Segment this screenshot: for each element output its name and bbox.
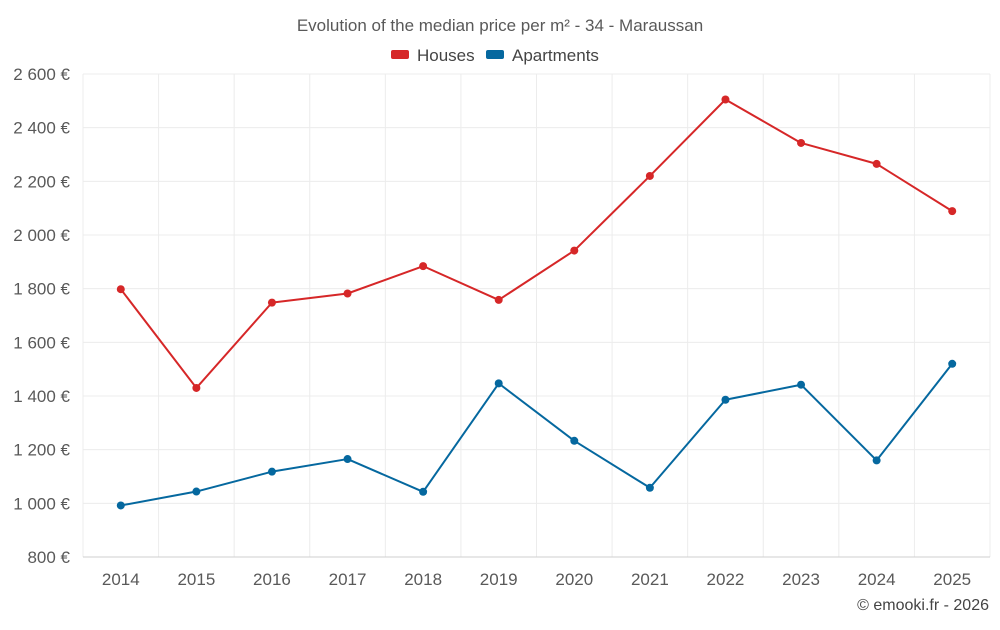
- data-point-houses[interactable]: [419, 262, 428, 271]
- y-tick-label: 800 €: [27, 548, 70, 567]
- x-tick-label: 2016: [253, 570, 291, 589]
- data-point-apartments[interactable]: [872, 456, 881, 465]
- legend-item-apartments[interactable]: Apartments: [486, 46, 599, 65]
- data-point-apartments[interactable]: [419, 487, 428, 496]
- data-point-apartments[interactable]: [570, 436, 579, 445]
- data-point-apartments[interactable]: [797, 380, 806, 389]
- series-line-apartments: [120, 363, 953, 507]
- y-tick-label: 2 400 €: [13, 119, 70, 138]
- data-point-houses[interactable]: [797, 138, 806, 147]
- x-tick-label: 2015: [177, 570, 215, 589]
- legend: Houses Apartments: [391, 46, 599, 65]
- data-point-apartments[interactable]: [116, 501, 125, 510]
- data-point-houses[interactable]: [267, 298, 276, 307]
- x-tick-label: 2019: [480, 570, 518, 589]
- x-tick-label: 2022: [707, 570, 745, 589]
- data-point-apartments[interactable]: [494, 379, 503, 388]
- y-tick-label: 1 400 €: [13, 387, 70, 406]
- chart-title: Evolution of the median price per m² - 3…: [297, 16, 703, 35]
- x-tick-label: 2023: [782, 570, 820, 589]
- y-tick-label: 1 200 €: [13, 441, 70, 460]
- credit-text: © emooki.fr - 2026: [857, 597, 989, 614]
- x-tick-label: 2025: [933, 570, 971, 589]
- legend-swatch-houses: [391, 50, 409, 59]
- x-tick-label: 2020: [555, 570, 593, 589]
- data-point-houses[interactable]: [721, 95, 730, 104]
- y-tick-label: 1 600 €: [13, 333, 70, 352]
- series-line-houses: [119, 98, 953, 389]
- data-point-apartments[interactable]: [721, 395, 730, 404]
- data-point-houses[interactable]: [645, 171, 654, 180]
- data-point-houses[interactable]: [570, 246, 579, 255]
- x-tick-label: 2017: [329, 570, 367, 589]
- x-tick-label: 2024: [858, 570, 896, 589]
- y-tick-label: 2 600 €: [13, 65, 70, 84]
- legend-swatch-apartments: [486, 50, 504, 59]
- data-point-apartments[interactable]: [948, 359, 957, 368]
- data-point-houses[interactable]: [343, 289, 352, 298]
- data-point-houses[interactable]: [116, 285, 125, 294]
- data-point-houses[interactable]: [494, 295, 503, 304]
- data-point-apartments[interactable]: [267, 467, 276, 476]
- y-tick-label: 1 800 €: [13, 280, 70, 299]
- data-point-houses[interactable]: [192, 383, 201, 392]
- data-point-apartments[interactable]: [192, 487, 201, 496]
- data-point-apartments[interactable]: [645, 483, 654, 492]
- x-tick-label: 2021: [631, 570, 669, 589]
- y-tick-label: 2 000 €: [13, 226, 70, 245]
- x-tick-label: 2018: [404, 570, 442, 589]
- series-layer: [116, 95, 957, 510]
- y-tick-label: 1 000 €: [13, 494, 70, 513]
- data-point-apartments[interactable]: [343, 455, 352, 464]
- axis-layer: 800 € 1 000 € 1 200 € 1 400 € 1 600 € 1 800 €…: [13, 65, 990, 589]
- data-point-houses[interactable]: [872, 159, 881, 168]
- legend-label-apartments: Apartments: [512, 46, 599, 65]
- y-tick-label: 2 200 €: [13, 172, 70, 191]
- x-tick-label: 2014: [102, 570, 140, 589]
- data-point-houses[interactable]: [948, 207, 957, 216]
- legend-label-houses: Houses: [417, 46, 475, 65]
- legend-item-houses[interactable]: Houses: [391, 46, 475, 65]
